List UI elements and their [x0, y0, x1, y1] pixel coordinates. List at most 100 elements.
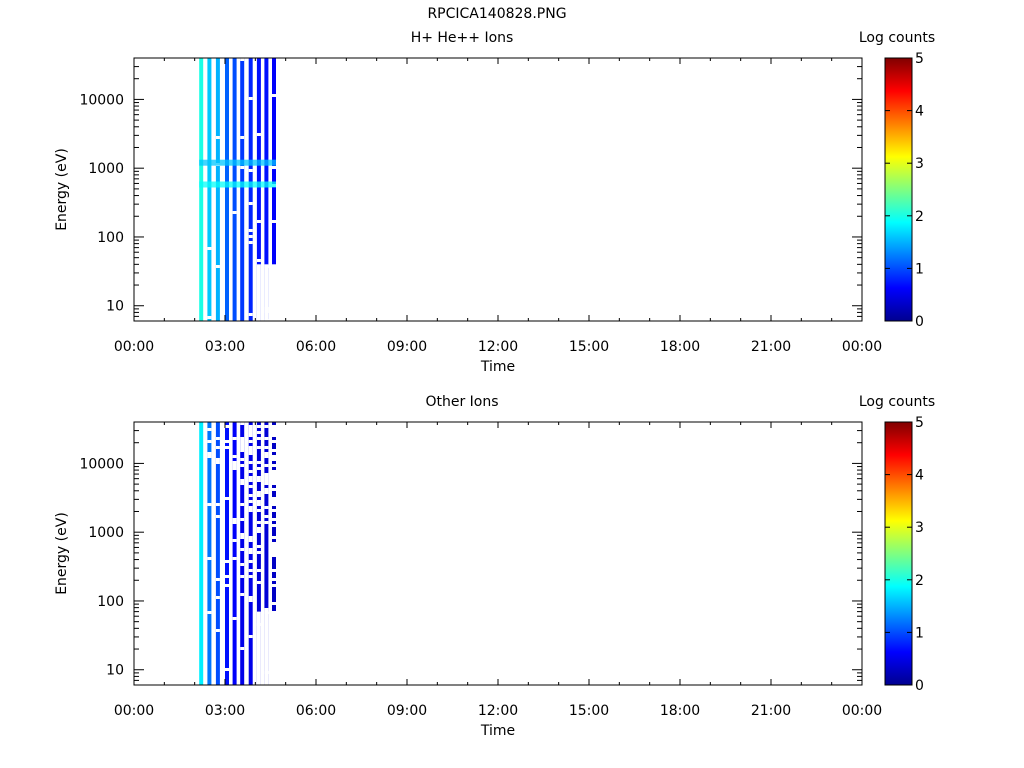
data-gap — [256, 494, 261, 497]
data-gap — [248, 548, 253, 551]
y-tick-label: 10000 — [79, 92, 124, 108]
x-tick-label: 15:00 — [569, 339, 609, 355]
data-gap — [248, 575, 253, 578]
data-gap — [256, 527, 261, 530]
data-gap — [248, 440, 253, 443]
data-gap — [272, 497, 276, 500]
data-gap — [256, 431, 261, 434]
colorbar-tick-label: 1 — [915, 625, 924, 641]
x-axis: 00:00 03:00 06:00 09:00 12:00 15:00 18:00 21:00… — [114, 422, 882, 739]
data-gap — [256, 425, 261, 428]
y-tick-label: 10000 — [79, 456, 124, 472]
colorbar-tick-label: 2 — [915, 209, 924, 225]
data-gap — [248, 560, 253, 563]
data-gap — [264, 506, 269, 509]
data-gap — [207, 316, 212, 319]
x-tick-label: 00:00 — [114, 339, 154, 355]
data-gap — [272, 458, 276, 461]
data-gap — [207, 440, 212, 443]
data-gap — [225, 440, 229, 443]
x-tick-label: 00:00 — [114, 703, 154, 719]
data-gap — [248, 551, 253, 554]
data-gap — [240, 136, 245, 139]
data-stripe — [215, 422, 220, 685]
data-stripe — [248, 58, 253, 321]
data-gap — [264, 264, 269, 321]
x-axis-label: Time — [480, 359, 515, 375]
data-gap — [256, 500, 261, 503]
x-tick-label: 03:00 — [205, 339, 245, 355]
data-gap — [232, 437, 237, 440]
data-gap — [264, 515, 269, 518]
data-gap — [256, 521, 261, 524]
data-gap — [264, 425, 269, 428]
data-gap — [232, 211, 237, 214]
figure-title: RPCICA140828.PNG — [427, 6, 566, 22]
colorbar-tick-label: 0 — [915, 678, 924, 694]
data-gap — [240, 593, 245, 596]
data-gap — [272, 569, 276, 572]
energy-band — [199, 159, 276, 166]
data-gap — [256, 133, 261, 136]
data-gap — [207, 452, 212, 455]
data-gap — [215, 461, 220, 464]
data-gap — [264, 488, 269, 491]
data-gap — [272, 545, 276, 548]
data-gap — [256, 530, 261, 533]
data-gap — [248, 476, 253, 479]
data-gap — [272, 551, 276, 554]
data-gap — [232, 464, 237, 467]
data-gap — [272, 509, 276, 512]
data-gap — [256, 476, 261, 479]
x-tick-label: 12:00 — [478, 339, 518, 355]
x-tick-label: 09:00 — [387, 339, 427, 355]
data-gap — [272, 449, 276, 452]
colorbar-tick-label: 3 — [915, 156, 924, 172]
data-stripe — [264, 58, 269, 321]
data-gap — [240, 533, 245, 536]
colorbar-tick-label: 5 — [915, 415, 924, 431]
data-gap — [240, 518, 245, 521]
data-gap — [272, 94, 276, 97]
data-gap — [248, 452, 253, 455]
data-gap — [264, 437, 269, 440]
data-gap — [232, 518, 237, 521]
y-tick-label: 100 — [97, 594, 124, 610]
data-gap — [256, 479, 261, 482]
data-gap — [256, 509, 261, 512]
data-gap — [225, 584, 229, 587]
data-gap — [264, 452, 269, 455]
data-gap — [248, 461, 253, 464]
x-tick-label: 03:00 — [205, 703, 245, 719]
data-gap — [256, 503, 261, 506]
data-stripe — [272, 58, 276, 321]
data-gap — [215, 265, 220, 268]
data-gap — [248, 485, 253, 488]
data-gap — [225, 425, 229, 428]
data-stripe — [256, 58, 261, 321]
x-tick-label: 06:00 — [296, 339, 336, 355]
data-gap — [272, 548, 276, 551]
data-gap — [248, 536, 253, 539]
data-gap — [240, 575, 245, 578]
data-gap — [248, 431, 253, 434]
data-gap — [232, 539, 237, 542]
data-gap — [272, 428, 276, 431]
data-gap — [264, 608, 269, 611]
data-gap — [240, 464, 245, 467]
data-gap — [272, 479, 276, 482]
data-gap — [272, 470, 276, 473]
data-stripe — [232, 422, 237, 685]
data-gap — [272, 473, 276, 476]
data-gap — [207, 428, 212, 431]
data-gap — [207, 611, 212, 614]
data-gap — [272, 542, 276, 545]
data-gap — [248, 425, 253, 428]
data-gap — [256, 467, 261, 470]
data-gap — [272, 524, 276, 527]
y-tick-label: 1000 — [88, 161, 124, 177]
data-gap — [264, 476, 269, 479]
y-axis-label: Energy (eV) — [54, 148, 70, 231]
data-gap — [240, 166, 245, 169]
data-gap — [248, 470, 253, 473]
